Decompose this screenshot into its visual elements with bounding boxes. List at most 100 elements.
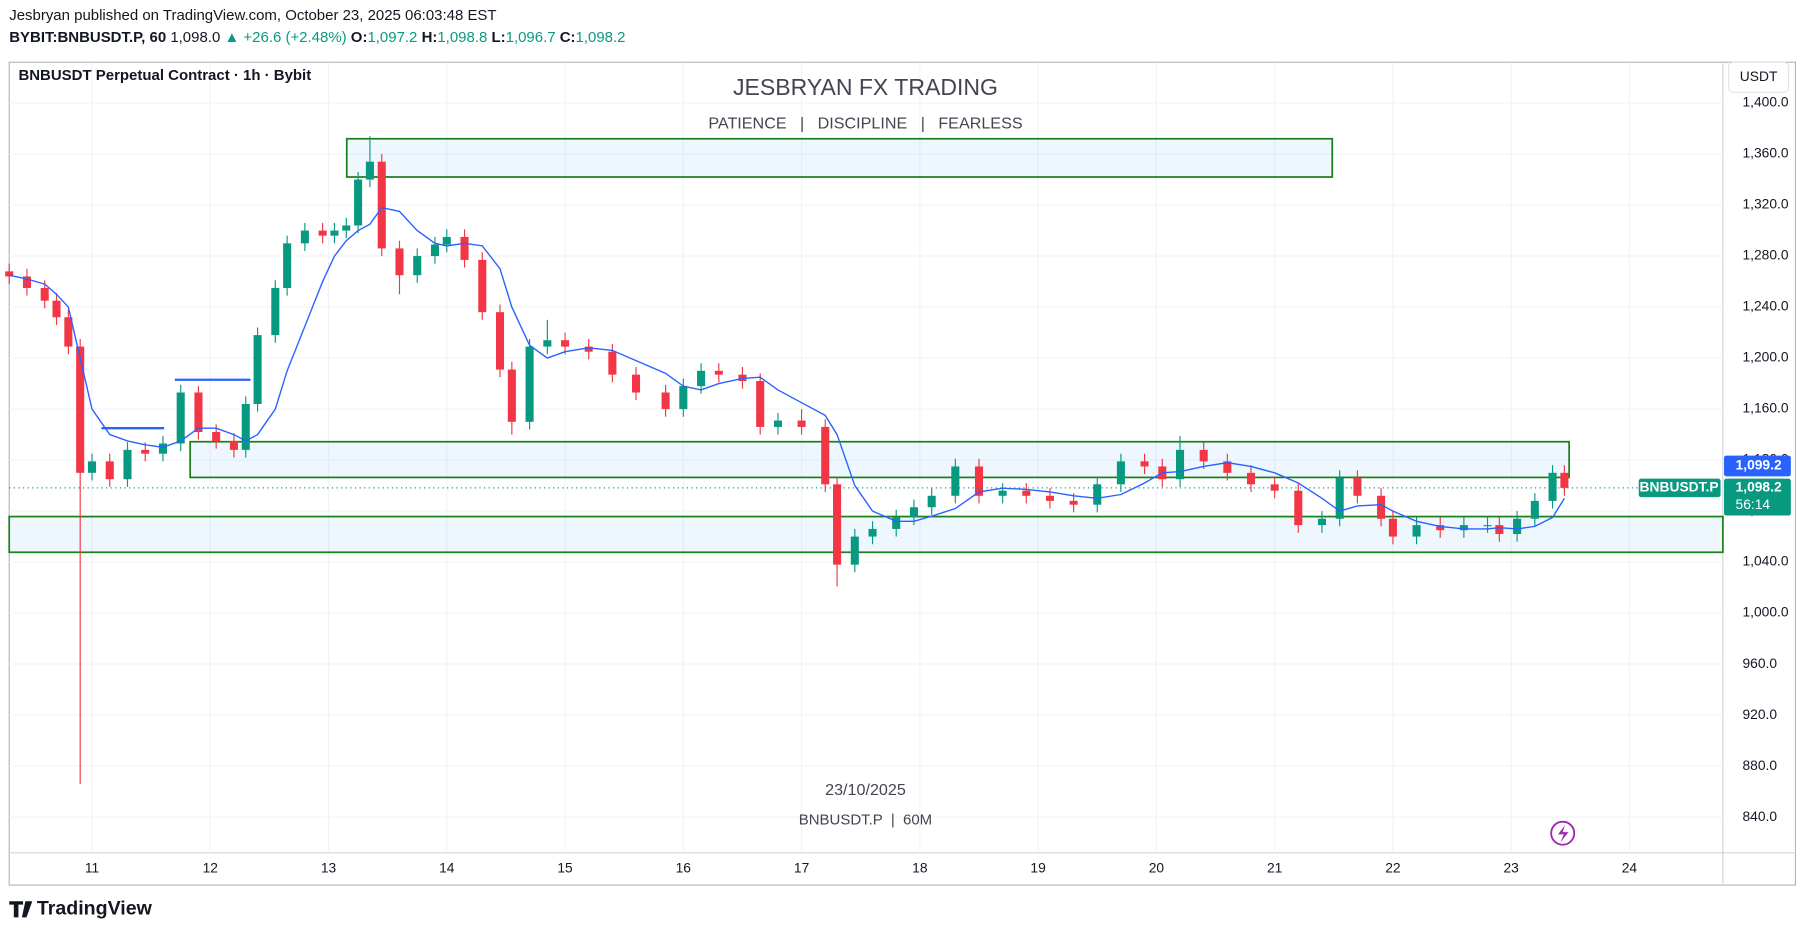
ohlc-value: 1,097.2 — [367, 29, 417, 46]
moving-average — [9, 206, 1565, 530]
logo: TradingView — [37, 897, 153, 919]
ohlc-value: 1,096.7 — [506, 29, 556, 46]
candle-body — [1045, 495, 1054, 501]
x-tick-label: 13 — [321, 860, 337, 876]
candle-body — [821, 426, 830, 485]
candle-body — [543, 340, 552, 347]
candle-body — [1294, 490, 1303, 526]
candle-body — [697, 370, 706, 387]
candle-body — [1483, 525, 1492, 527]
candle-body — [927, 495, 936, 508]
zone — [345, 137, 1334, 178]
candle-body — [1246, 472, 1256, 485]
candle-body — [1436, 525, 1445, 531]
candle-body — [1335, 477, 1344, 519]
candle-body — [141, 449, 150, 454]
x-tick-label: 24 — [1622, 860, 1638, 876]
candle-body — [1459, 525, 1468, 531]
candle-body — [797, 420, 806, 427]
plot: 11 12 13 14 15 16 17 18 19 20 21 22 23 24 840.0 880.0 92… — [5, 62, 1791, 876]
legend: BNBUSDT Perpetual Contract · 1h · Bybit — [18, 67, 311, 84]
candle-body — [773, 420, 782, 427]
candle-body — [1317, 518, 1326, 526]
candle-body — [584, 346, 593, 352]
alert-icon[interactable] — [1550, 820, 1576, 846]
candle-body — [52, 300, 61, 318]
candle-body — [229, 440, 238, 450]
candle-body — [40, 287, 49, 301]
candle-body — [1093, 484, 1102, 505]
candle-body — [5, 271, 14, 277]
candle-body — [253, 335, 262, 404]
x-tick-label: 15 — [557, 860, 573, 876]
candle-body — [1377, 495, 1386, 519]
currency[interactable]: USDT — [1740, 68, 1778, 84]
candle-body — [1116, 461, 1125, 485]
candle-body — [1199, 449, 1208, 462]
candle-body — [158, 443, 167, 454]
candle-body — [478, 259, 487, 313]
publisher: Jesbryan published on TradingView.com, O… — [9, 7, 496, 24]
x-tick-label: 14 — [439, 860, 455, 876]
candle-body — [1548, 472, 1557, 501]
x-tick-label: 19 — [1030, 860, 1046, 876]
candle-body — [868, 528, 877, 537]
candle-body — [974, 466, 984, 496]
candle-body — [1270, 484, 1279, 491]
chart-frame — [8, 61, 1797, 886]
candle-body — [318, 230, 327, 236]
candle-body — [756, 381, 765, 427]
candle-body — [525, 346, 534, 422]
x-tick-label: 21 — [1267, 860, 1282, 876]
candle-body — [22, 276, 31, 288]
candle-body — [1495, 525, 1504, 535]
candle-body — [1388, 518, 1397, 537]
y-tick-label: 1,200.0 — [1742, 349, 1788, 365]
candle-body — [1513, 518, 1522, 535]
candle-body — [176, 392, 185, 444]
candle-body — [395, 248, 404, 276]
candle-body — [241, 403, 250, 450]
y-tick-label: 840.0 — [1742, 808, 1777, 824]
candle-body — [342, 225, 351, 231]
candle-body — [413, 256, 422, 276]
candle-body — [1353, 477, 1362, 496]
ohlc-header: BYBIT:BNBUSDT.P, 60 1,098.0 ▲ +26.6 (+2.… — [9, 29, 625, 46]
candle-body — [608, 351, 617, 375]
candle-body — [212, 432, 221, 441]
watermark-date: 23/10/2025 — [825, 781, 906, 799]
candle-body — [1069, 500, 1078, 505]
currency-button[interactable] — [1728, 61, 1790, 93]
candle-body — [631, 374, 641, 393]
x-tick-label: 23 — [1503, 860, 1519, 876]
candle-body — [714, 370, 723, 375]
candle-body — [1140, 461, 1149, 467]
candle-body — [354, 179, 363, 226]
candle-body — [850, 536, 859, 565]
zone — [8, 515, 1724, 554]
symbol: BYBIT:BNBUSDT.P, 60 — [9, 29, 166, 46]
y-tick-label: 1,240.0 — [1742, 298, 1788, 314]
candle-body — [330, 230, 339, 236]
candle-body — [679, 386, 688, 410]
candle-body — [377, 161, 386, 249]
high-tag-label: 1,099.2 — [1736, 457, 1782, 473]
candle-body — [194, 392, 203, 433]
candle-body — [1412, 525, 1421, 537]
watermark-symbol: BNBUSDT.P | 60M — [799, 811, 932, 828]
candle-body — [283, 243, 292, 288]
candle-body — [1560, 472, 1569, 488]
x-tick-label: 17 — [794, 860, 809, 876]
price: 1,098.0 — [170, 29, 220, 46]
y-tick-label: 920.0 — [1742, 706, 1777, 722]
watermark-title: JESBRYAN FX TRADING — [733, 74, 998, 100]
candle-body — [909, 507, 918, 518]
candle-body — [833, 484, 842, 565]
x-tick-label: 12 — [203, 860, 218, 876]
candle-body — [430, 244, 440, 257]
candle-body — [1530, 500, 1539, 519]
candle-body — [507, 369, 516, 422]
ohlc-value: 1,098.8 — [437, 29, 487, 46]
change: ▲ +26.6 (+2.48%) — [224, 29, 346, 46]
